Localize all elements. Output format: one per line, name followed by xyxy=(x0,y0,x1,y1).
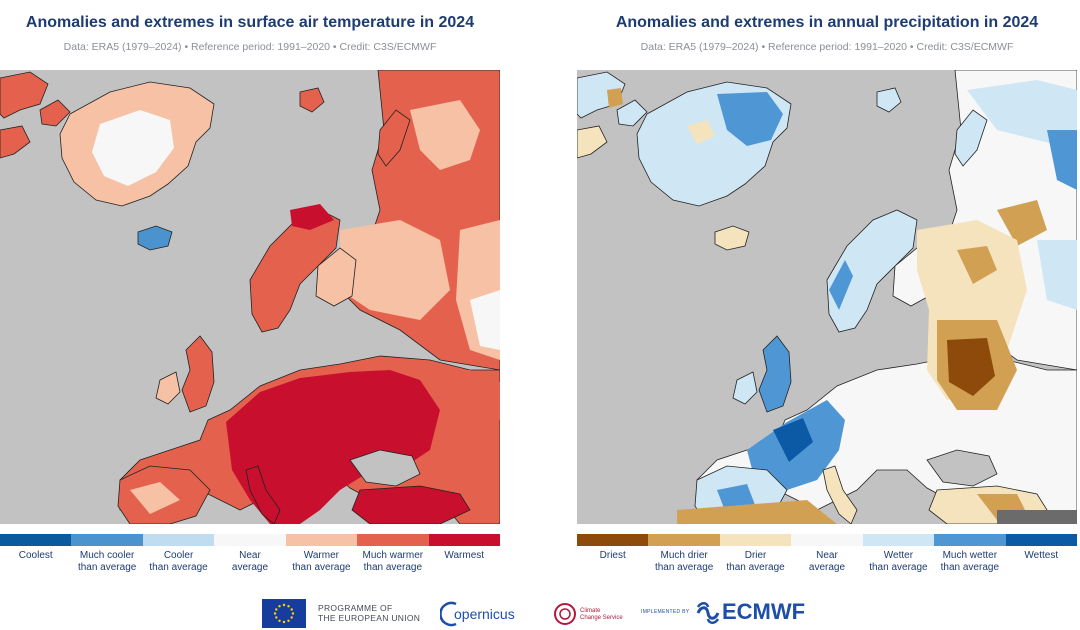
legend-label-warmer: Warmer than average xyxy=(292,550,351,573)
footer-logos: PROGRAMME OF THE EUROPEAN UNION opernicu… xyxy=(0,597,1080,629)
temperature-legend: Coolest Much cooler than average Cooler … xyxy=(0,534,500,574)
legend-label-drier: Drier than average xyxy=(726,550,785,573)
legend-swatch-much-wetter xyxy=(934,534,1006,546)
legend-swatch-cooler xyxy=(142,534,215,546)
precipitation-map xyxy=(577,70,1077,524)
legend-swatch-wettest xyxy=(1005,534,1077,546)
c3s-text-line2: Change Service xyxy=(580,615,623,621)
ecmwf-wordmark: ECMWF xyxy=(722,599,806,624)
legend-swatch-driest xyxy=(577,534,649,546)
legend-label-wetter: Wetter than average xyxy=(869,550,928,573)
legend-label-near-average: Near average xyxy=(231,550,269,573)
precipitation-legend-labels: Driest Much drier than average Drier tha… xyxy=(577,550,1077,574)
eu-programme-text: PROGRAMME OF THE EUROPEAN UNION xyxy=(318,603,421,623)
temperature-map xyxy=(0,70,500,524)
precipitation-title: Anomalies and extremes in annual precipi… xyxy=(615,14,1039,31)
precipitation-subtitle: Data: ERA5 (1979–2024) • Reference perio… xyxy=(640,41,1014,53)
legend-swatch-warmer xyxy=(285,534,358,546)
legend-label-much-cooler: Much cooler than average xyxy=(77,550,137,573)
copernicus-logo: opernicus xyxy=(439,600,532,628)
eu-flag-icon xyxy=(262,599,306,628)
legend-label-wettest: Wettest xyxy=(1024,550,1059,561)
implemented-by-text: IMPLEMENTED BY xyxy=(641,609,690,615)
legend-swatch-wetter xyxy=(862,534,935,546)
c3s-text-line1: Climate xyxy=(580,608,601,614)
legend-swatch-drier xyxy=(719,534,792,546)
legend-swatch-much-warmer xyxy=(357,534,429,546)
precipitation-legend: Driest Much drier than average Drier tha… xyxy=(577,534,1077,574)
temperature-subtitle: Data: ERA5 (1979–2024) • Reference perio… xyxy=(63,41,437,53)
legend-swatch-much-cooler xyxy=(71,534,143,546)
legend-swatch-coolest xyxy=(0,534,72,546)
temperature-panel: Anomalies and extremes in surface air te… xyxy=(0,0,500,580)
legend-label-much-wetter: Much wetter than average xyxy=(940,550,1000,573)
legend-label-much-drier: Much drier than average xyxy=(654,550,714,573)
legend-swatch-near-average xyxy=(214,534,286,546)
legend-label-near-average: Near average xyxy=(808,550,846,573)
c3s-logo: Climate Change Service xyxy=(552,599,632,629)
legend-swatch-much-drier xyxy=(648,534,720,546)
legend-swatch-near-average xyxy=(791,534,863,546)
legend-swatch-warmest xyxy=(428,534,500,546)
legend-label-warmest: Warmest xyxy=(444,550,485,561)
legend-label-driest: Driest xyxy=(599,550,626,561)
copernicus-wordmark: opernicus xyxy=(454,606,515,622)
legend-label-coolest: Coolest xyxy=(18,550,53,561)
ecmwf-logo xyxy=(695,600,817,626)
temperature-legend-bar xyxy=(0,534,500,546)
legend-label-much-warmer: Much warmer than average xyxy=(362,550,424,573)
legend-label-cooler: Cooler than average xyxy=(149,550,208,573)
temperature-legend-labels: Coolest Much cooler than average Cooler … xyxy=(0,550,500,574)
precipitation-legend-bar xyxy=(577,534,1077,546)
precipitation-panel: Anomalies and extremes in annual precipi… xyxy=(577,0,1077,580)
temperature-title: Anomalies and extremes in surface air te… xyxy=(25,14,475,31)
